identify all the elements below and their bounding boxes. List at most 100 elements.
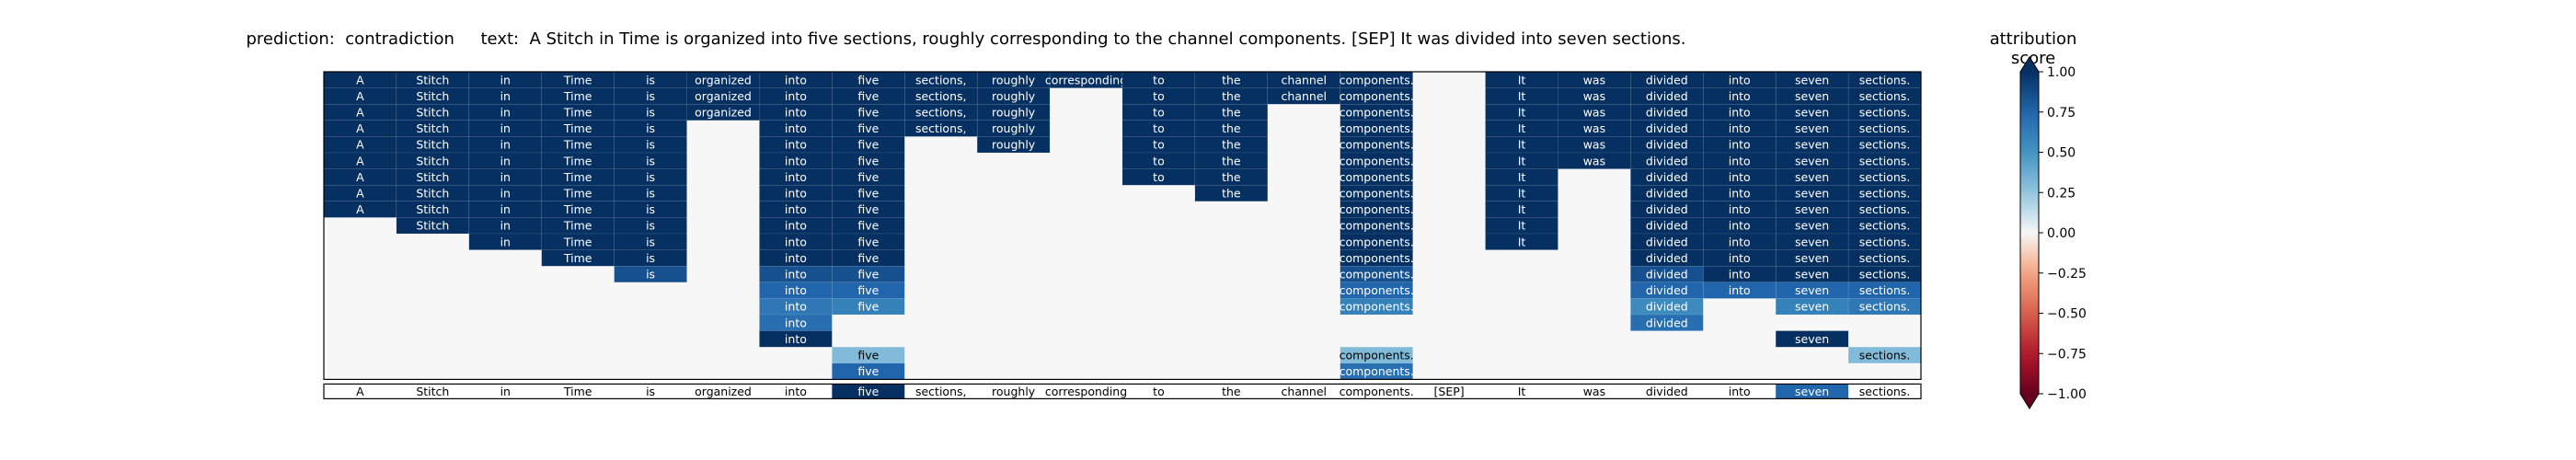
token-label: organized xyxy=(695,385,752,398)
cell-label: is xyxy=(646,106,655,120)
cell-label: divided xyxy=(1646,170,1688,184)
cell-label: sections. xyxy=(1859,219,1911,233)
cell-label: Time xyxy=(563,202,592,216)
cell-label: Time xyxy=(563,106,592,120)
cell-label: divided xyxy=(1646,300,1688,314)
cell-label: to xyxy=(1153,154,1165,167)
cell-label: to xyxy=(1153,121,1165,135)
heatmap-cell xyxy=(1775,330,1849,348)
cell-label: seven xyxy=(1795,300,1829,314)
token-label: sections. xyxy=(1859,385,1911,398)
heatmap-cell xyxy=(759,330,833,348)
cell-label: seven xyxy=(1795,202,1829,216)
cell-label: to xyxy=(1153,170,1165,184)
cell-label: components. xyxy=(1340,268,1414,282)
cell-label: roughly xyxy=(992,106,1036,120)
cell-label: components. xyxy=(1340,219,1414,233)
cell-label: divided xyxy=(1646,121,1688,135)
token-label: sections, xyxy=(915,385,967,398)
cell-label: sections. xyxy=(1859,187,1911,201)
cell-label: sections, xyxy=(915,121,967,135)
cell-label: channel xyxy=(1282,89,1327,103)
cell-label: seven xyxy=(1795,219,1829,233)
cell-label: A xyxy=(356,187,364,201)
token-label: is xyxy=(646,385,655,398)
cell-label: in xyxy=(500,170,511,184)
cell-label: seven xyxy=(1795,121,1829,135)
cell-label: Time xyxy=(563,187,592,201)
cell-label: sections, xyxy=(915,89,967,103)
cell-label: Stitch xyxy=(416,73,449,86)
cell-label: channel xyxy=(1282,73,1327,86)
cell-label: in xyxy=(500,106,511,120)
cell-label: seven xyxy=(1795,283,1829,297)
cell-label: the xyxy=(1222,187,1241,201)
cell-label: Time xyxy=(563,138,592,152)
token-label: into xyxy=(785,385,807,398)
cell-label: was xyxy=(1583,73,1605,86)
cell-label: is xyxy=(646,138,655,152)
cell-label: A xyxy=(356,106,364,120)
cell-label: in xyxy=(500,219,511,233)
cell-label: five xyxy=(857,283,879,297)
cell-label: Time xyxy=(563,251,592,265)
cell-label: is xyxy=(646,219,655,233)
plot-frame xyxy=(323,71,1922,380)
cell-label: Stitch xyxy=(416,219,449,233)
token-label: [SEP] xyxy=(1434,385,1465,398)
cell-label: seven xyxy=(1795,138,1829,152)
cell-label: sections. xyxy=(1859,283,1911,297)
cell-label: seven xyxy=(1795,235,1829,248)
cell-label: into xyxy=(1729,138,1751,152)
token-label: Stitch xyxy=(416,385,449,398)
cell-label: into xyxy=(785,121,807,135)
cell-label: roughly xyxy=(992,138,1036,152)
cell-label: in xyxy=(500,202,511,216)
cell-label: components. xyxy=(1340,187,1414,201)
cell-label: It xyxy=(1518,170,1526,184)
token-label: components. xyxy=(1340,385,1414,398)
cell-label: It xyxy=(1518,73,1526,86)
cell-label: It xyxy=(1518,106,1526,120)
cell-label: the xyxy=(1222,170,1241,184)
colorbar-label: attribution score xyxy=(1989,29,2077,68)
cell-label: into xyxy=(785,235,807,248)
cell-label: was xyxy=(1583,138,1605,152)
cell-label: was xyxy=(1583,121,1605,135)
cell-label: is xyxy=(646,154,655,167)
cell-label: divided xyxy=(1646,138,1688,152)
cell-label: the xyxy=(1222,73,1241,86)
cell-label: is xyxy=(646,268,655,282)
cell-label: into xyxy=(1729,251,1751,265)
cell-label: A xyxy=(356,73,364,86)
cell-label: sections. xyxy=(1859,268,1911,282)
cell-label: five xyxy=(857,219,879,233)
cell-label: divided xyxy=(1646,251,1688,265)
cell-label: into xyxy=(785,332,807,346)
cell-label: Stitch xyxy=(416,106,449,120)
colorbar xyxy=(2020,72,2039,394)
cell-label: into xyxy=(1729,219,1751,233)
cell-label: five xyxy=(857,106,879,120)
cell-label: seven xyxy=(1795,73,1829,86)
heatmap-cell xyxy=(1485,233,1558,250)
colorbar-tick-label: 0.50 xyxy=(2047,146,2076,161)
cell-label: components. xyxy=(1340,251,1414,265)
colorbar-tick-label: −1.00 xyxy=(2047,387,2087,402)
cell-label: in xyxy=(500,235,511,248)
token-label: roughly xyxy=(992,385,1036,398)
cell-label: into xyxy=(785,73,807,86)
cell-label: divided xyxy=(1646,316,1688,329)
token-label: the xyxy=(1222,385,1241,398)
cell-label: components. xyxy=(1340,154,1414,167)
token-label: was xyxy=(1583,385,1605,398)
colorbar-tick-label: −0.25 xyxy=(2047,267,2087,282)
cell-label: five xyxy=(857,268,879,282)
cell-label: Stitch xyxy=(416,89,449,103)
cell-label: the xyxy=(1222,138,1241,152)
cell-label: five xyxy=(857,300,879,314)
cell-label: sections, xyxy=(915,106,967,120)
cell-label: five xyxy=(857,364,879,378)
cell-label: to xyxy=(1153,73,1165,86)
cell-label: seven xyxy=(1795,187,1829,201)
